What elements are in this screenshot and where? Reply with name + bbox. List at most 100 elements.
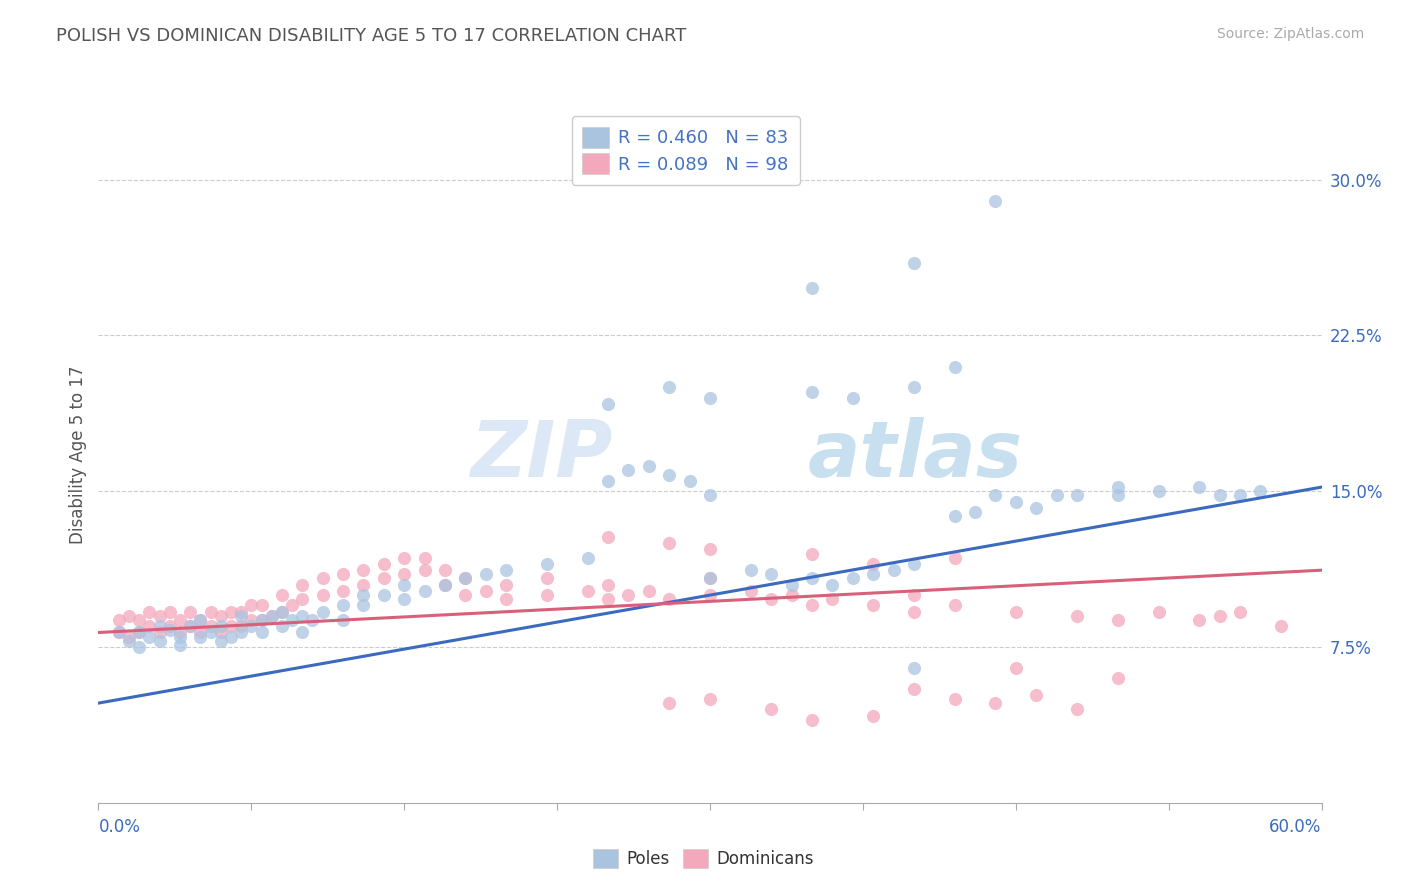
Point: [862, 708, 884, 723]
Point: [332, 584, 354, 599]
Point: [118, 608, 141, 623]
Point: [1107, 480, 1129, 494]
Point: [270, 588, 294, 602]
Point: [1147, 605, 1170, 619]
Point: [1066, 702, 1088, 716]
Point: [169, 625, 191, 640]
Point: [740, 563, 762, 577]
Point: [1025, 500, 1047, 515]
Point: [841, 572, 863, 586]
Point: [231, 605, 253, 619]
Point: [1270, 619, 1292, 633]
Point: [679, 474, 702, 488]
Point: [240, 613, 263, 627]
Point: [801, 281, 824, 295]
Point: [240, 619, 263, 633]
Point: [281, 599, 304, 613]
Point: [188, 630, 212, 644]
Point: [576, 550, 599, 565]
Point: [965, 505, 987, 519]
Point: [108, 625, 131, 640]
Point: [149, 633, 172, 648]
Point: [138, 605, 160, 619]
Point: [699, 692, 721, 706]
Point: [219, 630, 242, 644]
Point: [903, 605, 925, 619]
Point: [128, 625, 150, 640]
Point: [270, 605, 294, 619]
Point: [118, 633, 141, 648]
Point: [312, 605, 335, 619]
Point: [1188, 613, 1211, 627]
Point: [260, 608, 283, 623]
Point: [801, 572, 824, 586]
Point: [883, 563, 905, 577]
Point: [1066, 608, 1088, 623]
Point: [179, 619, 201, 633]
Point: [1249, 484, 1271, 499]
Point: [454, 572, 477, 586]
Point: [1066, 488, 1088, 502]
Point: [1107, 488, 1129, 502]
Point: [1229, 605, 1251, 619]
Point: [943, 550, 966, 565]
Text: atlas: atlas: [808, 417, 1024, 493]
Point: [270, 605, 294, 619]
Point: [761, 702, 783, 716]
Text: POLISH VS DOMINICAN DISABILITY AGE 5 TO 17 CORRELATION CHART: POLISH VS DOMINICAN DISABILITY AGE 5 TO …: [56, 27, 686, 45]
Point: [658, 696, 681, 710]
Text: Source: ZipAtlas.com: Source: ZipAtlas.com: [1216, 27, 1364, 41]
Point: [699, 391, 721, 405]
Point: [188, 613, 212, 627]
Point: [231, 625, 253, 640]
Point: [454, 572, 477, 586]
Point: [474, 567, 498, 582]
Point: [637, 459, 661, 474]
Point: [159, 619, 181, 633]
Point: [332, 567, 354, 582]
Point: [1147, 484, 1170, 499]
Point: [780, 578, 803, 592]
Point: [352, 588, 374, 602]
Point: [1107, 671, 1129, 685]
Point: [434, 578, 457, 592]
Point: [200, 625, 222, 640]
Point: [392, 567, 416, 582]
Text: 60.0%: 60.0%: [1270, 818, 1322, 836]
Point: [128, 625, 150, 640]
Point: [291, 608, 314, 623]
Point: [1004, 494, 1026, 508]
Point: [862, 567, 884, 582]
Point: [169, 630, 191, 644]
Point: [188, 625, 212, 640]
Point: [984, 488, 1007, 502]
Point: [281, 613, 304, 627]
Point: [250, 599, 273, 613]
Point: [434, 563, 457, 577]
Point: [801, 599, 824, 613]
Point: [903, 661, 925, 675]
Point: [250, 613, 273, 627]
Point: [108, 613, 131, 627]
Point: [434, 578, 457, 592]
Point: [291, 578, 314, 592]
Point: [761, 567, 783, 582]
Point: [312, 572, 335, 586]
Point: [332, 613, 354, 627]
Point: [301, 613, 323, 627]
Point: [128, 640, 150, 654]
Point: [862, 599, 884, 613]
Point: [231, 619, 253, 633]
Point: [495, 563, 517, 577]
Point: [495, 578, 517, 592]
Point: [209, 633, 232, 648]
Point: [373, 572, 395, 586]
Point: [841, 391, 863, 405]
Point: [219, 619, 242, 633]
Point: [821, 592, 844, 607]
Point: [658, 380, 681, 394]
Point: [801, 713, 824, 727]
Point: [658, 592, 681, 607]
Point: [801, 384, 824, 399]
Point: [138, 630, 160, 644]
